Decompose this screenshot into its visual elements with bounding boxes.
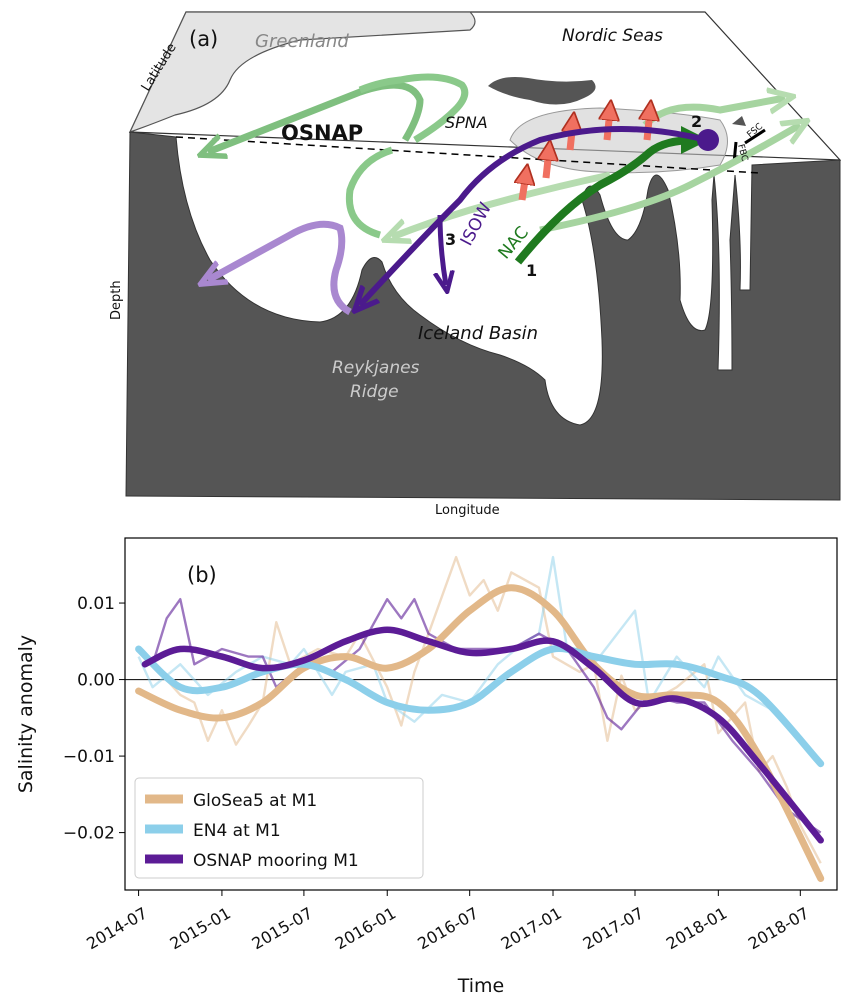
smooth-series-2 — [141, 626, 824, 844]
bathymetry — [125, 131, 841, 501]
longitude-axis-label: Longitude — [435, 503, 500, 518]
smooth-series-0 — [135, 584, 825, 882]
marker-2-label: 2 — [691, 112, 702, 131]
x-tick-label: 2016-07 — [414, 903, 481, 953]
raw-series-0 — [151, 555, 822, 864]
greenland-label: Greenland — [255, 31, 349, 52]
faroes-landmass — [732, 116, 746, 126]
osnap-label: OSNAP — [281, 121, 363, 145]
y-axis-ticks: 0.01 0.00 −0.01 −0.02 — [63, 594, 125, 844]
x-tick-label: 2015-07 — [248, 903, 315, 953]
iceland-landmass — [488, 77, 596, 105]
legend-label-osnap: OSNAP mooring M1 — [193, 851, 359, 871]
marker-3-label: 3 — [445, 230, 456, 249]
fsc-mark — [744, 128, 766, 145]
x-tick-label: 2017-01 — [498, 903, 565, 953]
red-arrow-4 — [607, 110, 610, 141]
depth-axis-label: Depth — [109, 280, 124, 320]
chart-panel: 2014-07 2015-01 2015-07 2016-01 2016-07 2017-… — [15, 537, 838, 997]
red-arrow-1 — [522, 174, 526, 201]
reykjanes-label-1: Reykjanes — [332, 358, 420, 378]
marker-1-label: 1 — [526, 261, 537, 280]
x-tick-label: 2017-07 — [580, 903, 647, 953]
x-axis-ticks: 2014-07 2015-01 2015-07 2016-01 2016-07 2017-… — [83, 890, 812, 953]
isow-arrow — [360, 126, 707, 305]
raw-series-1 — [137, 555, 822, 765]
x-tick-label: 2014-07 — [83, 903, 150, 953]
green-arrow-loop — [345, 146, 394, 239]
red-arrow-5 — [647, 110, 650, 141]
isow-branch-arrow — [440, 214, 446, 285]
panel-b-label: (b) — [187, 563, 217, 587]
y-tick-label: 0.00 — [77, 671, 115, 691]
y-axis-label: Salinity anomaly — [15, 635, 37, 793]
y-tick-label: −0.02 — [63, 824, 115, 844]
panel-a-label: (a) — [189, 27, 218, 51]
y-tick-label: −0.01 — [63, 747, 115, 767]
smooth-series-lines — [135, 584, 825, 882]
nordic-seas-label: Nordic Seas — [562, 26, 663, 46]
iceland-basin-label: Iceland Basin — [418, 323, 538, 344]
legend: GloSea5 at M1 EN4 at M1 OSNAP mooring M1 — [134, 777, 424, 879]
green-arrow-loop-tail — [358, 73, 469, 144]
osnap-line — [175, 136, 761, 174]
isow-label: ISOW — [457, 199, 496, 249]
purple-light-arrow — [208, 220, 352, 316]
red-arrow-2 — [546, 150, 549, 179]
overflow-source-dot — [697, 129, 719, 151]
fbc-label: FBC — [735, 143, 749, 162]
reykjanes-label-2: Ridge — [350, 382, 399, 402]
schematic-panel: (a) Greenland Nordic Seas OSNAP SPNA ISO… — [109, 11, 841, 518]
x-tick-label: 2015-01 — [166, 903, 233, 953]
y-tick-label: 0.01 — [77, 594, 115, 614]
greenland-landmass — [128, 11, 476, 134]
green-arrow-ne-2 — [539, 125, 800, 234]
x-tick-label: 2018-07 — [745, 903, 812, 953]
x-axis-label: Time — [457, 975, 505, 997]
nac-arrow — [514, 126, 709, 265]
legend-box — [134, 777, 424, 879]
green-arrow-south — [392, 171, 611, 237]
legend-label-en4: EN4 at M1 — [193, 821, 281, 841]
spna-label: SPNA — [445, 113, 488, 132]
nac-label: NAC — [495, 223, 533, 263]
legend-label-glosea5: GloSea5 at M1 — [193, 791, 317, 811]
x-tick-label: 2016-01 — [332, 903, 399, 953]
x-tick-label: 2018-01 — [663, 903, 730, 953]
smooth-series-1 — [135, 644, 825, 768]
